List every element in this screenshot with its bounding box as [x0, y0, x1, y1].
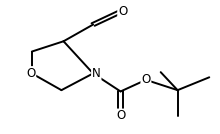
Text: O: O — [26, 67, 35, 80]
Text: N: N — [92, 67, 101, 80]
Text: O: O — [118, 5, 127, 18]
Text: O: O — [141, 73, 150, 86]
Text: O: O — [116, 109, 125, 122]
